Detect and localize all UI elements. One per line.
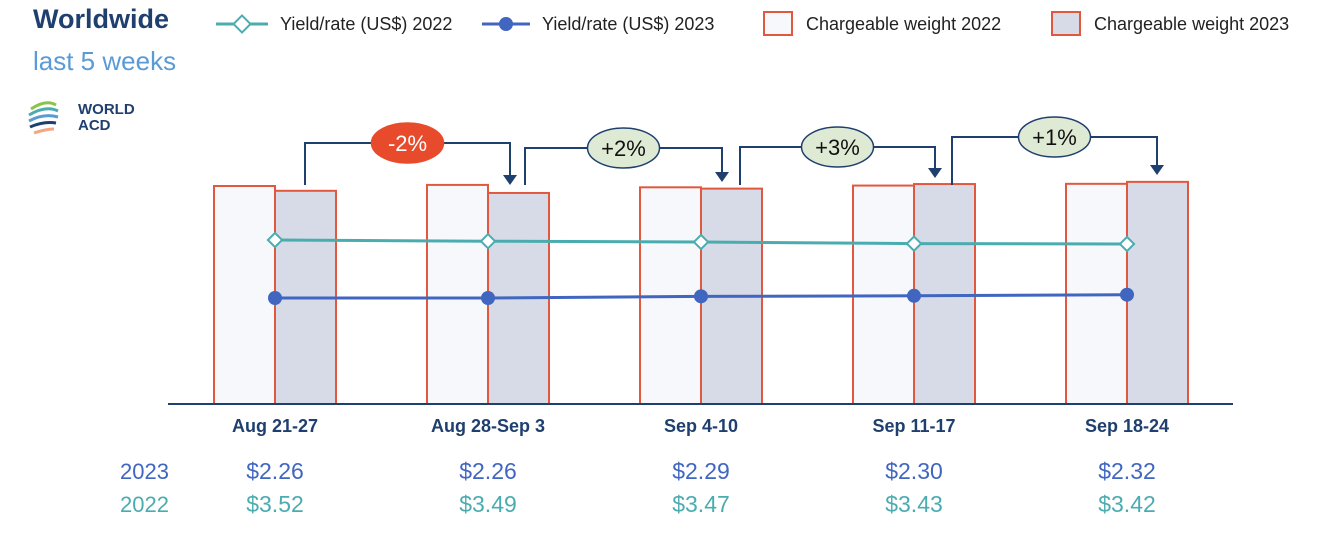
x-tick-label: Sep 4-10 — [664, 416, 738, 436]
arrow-head-icon — [503, 175, 517, 185]
change-badge — [370, 122, 445, 164]
change-badge — [586, 127, 661, 169]
change-badge-label: +2% — [601, 136, 646, 161]
legend-label: Chargeable weight 2023 — [1094, 13, 1290, 34]
point-yield-2023 — [481, 291, 495, 305]
legend-label: Yield/rate (US$) 2023 — [542, 13, 715, 34]
bar-weight-2022 — [213, 185, 276, 405]
chart-title: Worldwide — [33, 4, 170, 34]
change-badge — [800, 126, 875, 168]
arrow-head-icon — [715, 172, 729, 182]
legend-bar-icon — [1051, 11, 1081, 36]
x-tick-label: Aug 21-27 — [232, 416, 318, 436]
arrow-head-icon — [928, 168, 942, 178]
world-acd-logo: WORLD ACD — [26, 97, 156, 147]
point-yield-2023 — [268, 291, 282, 305]
yield-value-2022: $3.43 — [885, 491, 943, 517]
yield-value-2022: $3.49 — [459, 491, 517, 517]
change-badge-label: +1% — [1032, 125, 1077, 150]
point-yield-2022 — [266, 231, 284, 249]
point-yield-2022 — [905, 235, 923, 253]
point-yield-2023 — [694, 289, 708, 304]
point-yield-2022 — [479, 232, 497, 250]
point-yield-2022 — [692, 233, 710, 251]
yield-row-label-2023: 2023 — [120, 459, 169, 484]
change-badge-label: -2% — [388, 131, 427, 156]
logo-line-2: ACD — [78, 117, 111, 134]
change-badge — [1017, 116, 1092, 158]
legend-yield-2023: Yield/rate (US$) 2023 — [480, 11, 714, 37]
legend-bar-icon — [763, 11, 793, 36]
yield-value-2023: $2.30 — [885, 458, 943, 484]
point-yield-2022 — [1118, 235, 1136, 253]
x-tick-label: Sep 11-17 — [872, 416, 955, 436]
yield-value-2023: $2.32 — [1098, 458, 1156, 484]
legend-weight-2023: Chargeable weight 2023 — [1050, 11, 1289, 37]
point-yield-2023 — [907, 288, 921, 303]
x-tick-label: Aug 28-Sep 3 — [431, 416, 545, 436]
legend-diamond-line-icon — [216, 14, 268, 34]
change-badge-label: +3% — [815, 135, 860, 160]
yield-value-2023: $2.26 — [459, 458, 517, 484]
yield-value-2023: $2.26 — [246, 458, 304, 484]
legend-label: Yield/rate (US$) 2022 — [280, 13, 453, 34]
yield-value-2022: $3.52 — [246, 491, 304, 517]
yield-row-label-2022: 2022 — [120, 492, 169, 517]
yield-value-2022: $3.42 — [1098, 491, 1156, 517]
logo-line-1: WORLD — [78, 101, 135, 118]
x-tick-label: Sep 18-24 — [1085, 416, 1169, 436]
arrow-head-icon — [1150, 165, 1164, 175]
point-yield-2023 — [1120, 287, 1134, 302]
bar-weight-2023 — [1126, 180, 1189, 405]
yield-value-2022: $3.47 — [672, 491, 730, 517]
legend-weight-2022: Chargeable weight 2022 — [762, 11, 1001, 37]
legend-label: Chargeable weight 2022 — [806, 13, 1002, 34]
yield-value-2023: $2.29 — [672, 458, 730, 484]
chart-subtitle: last 5 weeks — [33, 46, 177, 76]
bar-weight-2022 — [426, 183, 489, 405]
bar-weight-2023 — [913, 183, 976, 405]
logo-swoosh-icon — [28, 101, 59, 135]
legend-dot-line-icon — [482, 17, 530, 31]
legend-yield-2022: Yield/rate (US$) 2022 — [214, 11, 452, 37]
